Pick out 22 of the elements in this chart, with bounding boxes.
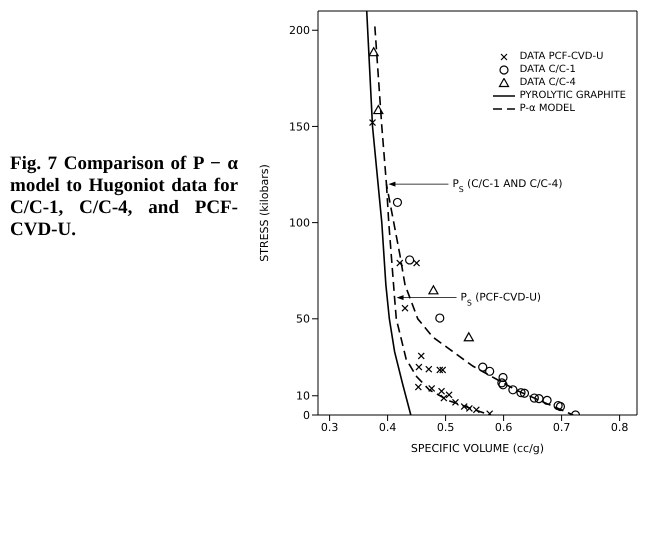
x-tick-label: 0.5	[436, 420, 454, 434]
annotation: P$_{S}$ (PCF-CVD-U)	[460, 292, 542, 308]
text: Fig. 7 Comparison of P − α model to Hugoniot data for C/C-1, C/C-4, and PCF-CVD-U.	[10, 153, 238, 241]
y-tick-label: 100	[289, 216, 310, 230]
y-tick-label: 0	[303, 408, 310, 422]
y-tick-label: 10	[296, 390, 310, 403]
y-tick-label: 200	[289, 24, 310, 38]
x-tick-label: 0.4	[378, 420, 396, 434]
y-tick-label: 150	[289, 120, 310, 134]
annotation: P$_{S}$ (C/C-1 AND C/C-4)	[452, 178, 562, 194]
legend-label: DATA PCF-CVD-U	[520, 50, 604, 63]
x-tick-label: 0.6	[494, 420, 512, 434]
legend-label: P-α MODEL	[520, 102, 575, 115]
x-tick-label: 0.7	[552, 420, 570, 434]
x-tick-label: 0.8	[610, 420, 628, 434]
legend-label: DATA C/C-1	[520, 63, 576, 76]
y-axis-title: STRESS (kilobars)	[258, 164, 271, 262]
y-tick-label: 50	[296, 312, 310, 326]
legend-label: PYROLYTIC GRAPHITE	[520, 89, 626, 102]
legend-label: DATA C/C-4	[520, 76, 576, 89]
x-axis-title: SPECIFIC VOLUME (cc/g)	[410, 442, 544, 455]
x-tick-label: 0.3	[320, 420, 338, 434]
